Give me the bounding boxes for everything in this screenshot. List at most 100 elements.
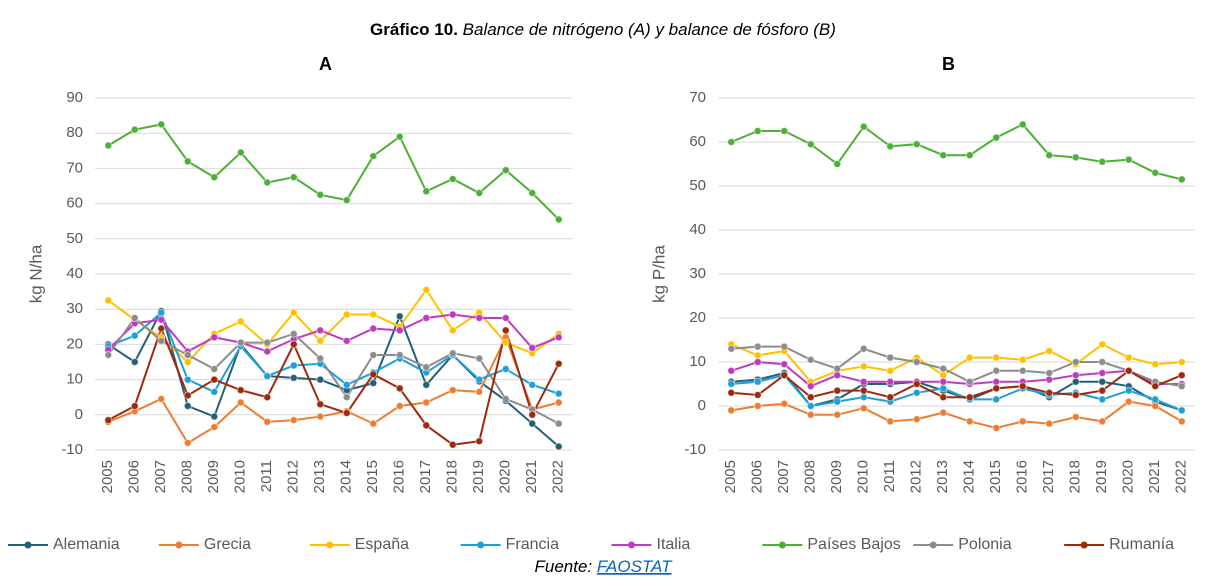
point: [316, 354, 325, 363]
figure-title: Gráfico 10. Balance de nitrógeno (A) y b…: [370, 20, 836, 39]
point: [130, 358, 139, 366]
point: [886, 377, 895, 386]
point: [210, 375, 219, 384]
point: [183, 157, 192, 166]
point: [289, 361, 298, 370]
series-line: [731, 374, 1183, 412]
y-tick-label: 40: [689, 221, 706, 238]
x-tick-label: 2022: [550, 460, 567, 493]
point: [806, 402, 815, 410]
point: [833, 386, 842, 395]
y-tick-label: 80: [66, 124, 83, 141]
y-tick-label: 0: [698, 397, 706, 414]
point: [263, 372, 272, 381]
point: [965, 377, 974, 386]
point: [210, 333, 219, 342]
point: [342, 393, 351, 402]
point: [806, 140, 815, 149]
point: [753, 342, 762, 351]
point: [501, 365, 510, 374]
y-tick-label: 20: [689, 309, 706, 326]
point: [395, 326, 404, 335]
point: [475, 189, 484, 198]
point: [1098, 369, 1107, 377]
point: [422, 421, 431, 430]
chart-title: A: [319, 54, 332, 74]
point: [369, 152, 378, 161]
y-tick-label: 70: [689, 89, 706, 106]
y-tick-label: 20: [66, 335, 83, 352]
point: [236, 398, 245, 407]
source-link[interactable]: FAOSTAT: [597, 557, 673, 576]
y-tick-label: 30: [66, 300, 83, 317]
point: [727, 388, 736, 397]
point: [316, 190, 325, 199]
x-tick-label: 2007: [775, 460, 792, 493]
point: [528, 343, 537, 352]
point: [939, 371, 948, 380]
point: [1098, 386, 1107, 395]
point: [157, 308, 166, 317]
y-tick-label: 50: [689, 177, 706, 194]
point: [780, 127, 789, 135]
point: [501, 394, 510, 403]
point: [501, 326, 510, 335]
point: [316, 326, 325, 335]
y-tick-label: 10: [66, 371, 83, 388]
x-tick-label: 2005: [722, 460, 739, 493]
point: [342, 336, 351, 345]
point: [939, 151, 948, 160]
point: [422, 363, 431, 372]
point: [1151, 382, 1160, 391]
point: [727, 380, 736, 388]
x-tick-label: 2015: [364, 460, 381, 493]
point: [554, 333, 563, 342]
x-tick-label: 2020: [1120, 460, 1137, 493]
point: [554, 398, 563, 407]
point: [130, 314, 139, 322]
point: [912, 358, 921, 366]
point: [1098, 377, 1107, 386]
point: [210, 412, 219, 421]
point: [475, 354, 484, 363]
point: [992, 366, 1001, 375]
point: [965, 393, 974, 402]
x-tick-label: 2019: [1093, 460, 1110, 493]
point: [369, 379, 378, 388]
point: [289, 173, 298, 182]
point: [448, 386, 457, 395]
y-tick-label: 0: [75, 406, 83, 423]
point: [130, 331, 139, 340]
point: [1071, 371, 1080, 380]
point: [369, 350, 378, 359]
point: [753, 351, 762, 360]
point: [886, 353, 895, 362]
point: [263, 393, 272, 402]
point: [395, 402, 404, 410]
point: [1045, 419, 1054, 428]
x-tick-label: 2009: [828, 460, 845, 493]
point: [992, 377, 1001, 386]
point: [448, 310, 457, 319]
legend-label: Grecia: [204, 536, 251, 553]
y-tick-label: 30: [689, 265, 706, 282]
point: [554, 389, 563, 398]
point: [554, 419, 563, 428]
point: [1098, 358, 1107, 366]
point: [753, 377, 762, 386]
point: [1124, 353, 1133, 362]
point: [1045, 347, 1054, 355]
point: [422, 314, 431, 322]
point: [1071, 391, 1080, 399]
point: [528, 419, 537, 428]
source: Fuente: FAOSTAT: [535, 557, 674, 576]
point: [1151, 402, 1160, 410]
x-tick-label: 2013: [311, 460, 328, 493]
point: [448, 326, 457, 335]
legend-label: Alemania: [53, 536, 120, 553]
legend-label: Polonia: [958, 536, 1011, 553]
x-tick-label: 2006: [749, 460, 766, 493]
x-tick-label: 2014: [338, 460, 355, 493]
point: [528, 189, 537, 198]
point: [501, 166, 510, 175]
